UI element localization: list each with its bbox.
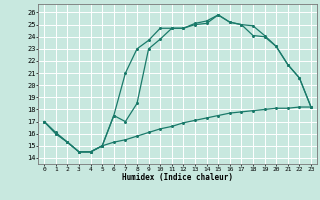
X-axis label: Humidex (Indice chaleur): Humidex (Indice chaleur) bbox=[122, 173, 233, 182]
